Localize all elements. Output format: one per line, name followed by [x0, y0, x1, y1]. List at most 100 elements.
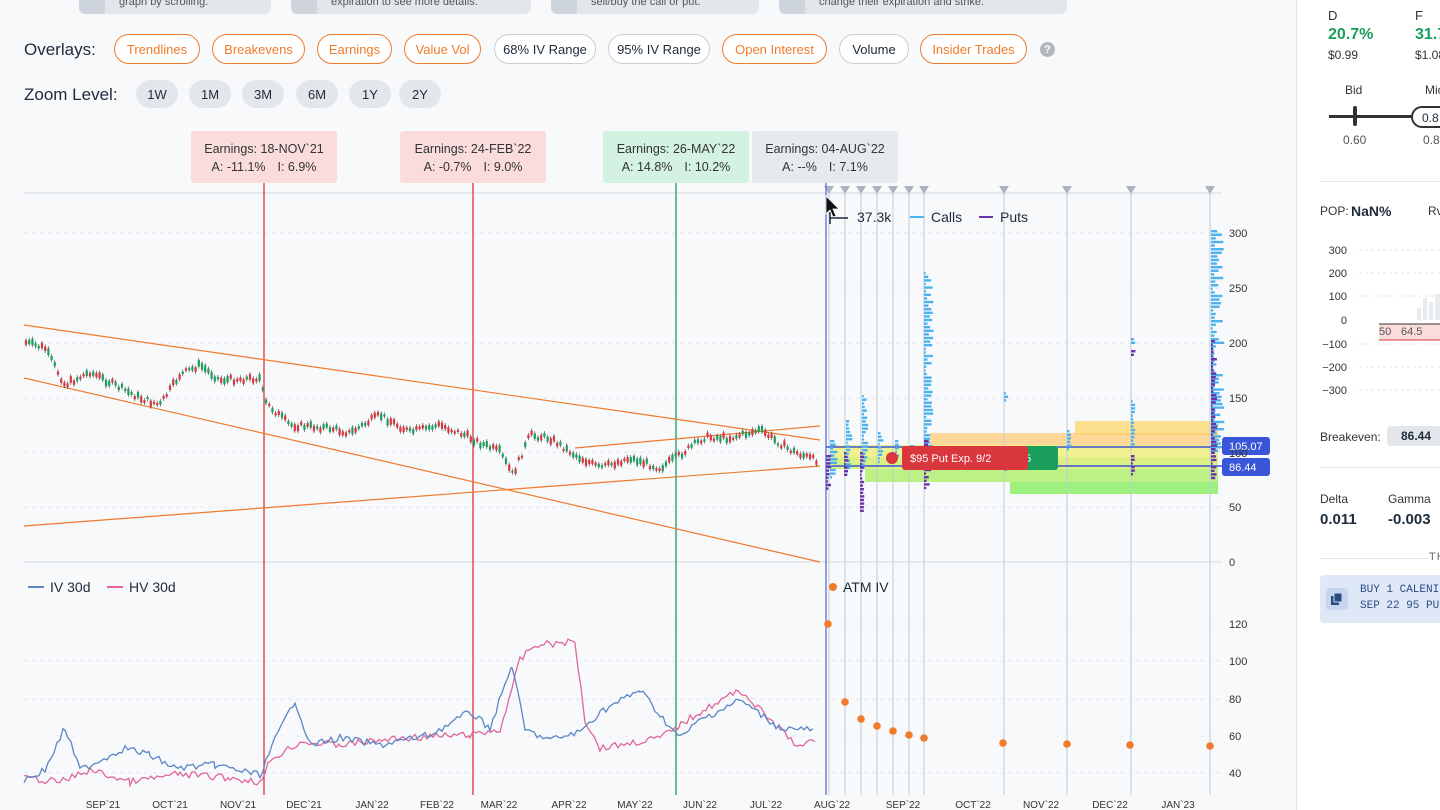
call-oi-bar	[924, 333, 929, 336]
candle-body	[693, 439, 696, 443]
candle-body	[498, 445, 501, 453]
price-slider-track[interactable]	[1329, 115, 1440, 118]
earnings-tag[interactable]: Earnings: 24-FEB`22 A: -0.7% I: 9.0%	[400, 131, 546, 183]
zoom-3m-button[interactable]: 3M	[242, 80, 284, 108]
overlay-breakevens-chip[interactable]: Breakevens	[212, 34, 305, 64]
call-oi-bar	[846, 423, 849, 426]
call-oi-bar	[830, 447, 834, 450]
put-oi-bar	[1211, 473, 1217, 476]
price-tag-upper: 105.07	[1222, 437, 1270, 455]
call-oi-bar	[862, 405, 865, 409]
overlay-insider-trades-chip[interactable]: Insider Trades	[920, 34, 1027, 64]
call-oi-bar	[1131, 400, 1133, 403]
candle-body	[716, 435, 719, 440]
earnings-implied: I: 10.2%	[684, 160, 731, 174]
candle-body	[760, 425, 764, 432]
candle-body	[482, 442, 485, 447]
candle-body	[754, 430, 757, 434]
candle-body	[732, 437, 735, 440]
call-oi-bar	[1211, 438, 1220, 442]
put-oi-bar	[826, 469, 829, 472]
put-oi-bar	[1211, 343, 1213, 346]
earnings-tag[interactable]: Earnings: 18-NOV`21 A: -11.1% I: 6.9%	[191, 131, 337, 183]
overlay-open-interest-chip[interactable]: Open Interest	[722, 34, 827, 64]
candle-body	[72, 380, 76, 385]
overlay-volume-chip[interactable]: Volume	[839, 34, 909, 64]
call-oi-bar	[1211, 305, 1220, 308]
candle-body	[82, 373, 85, 377]
call-oi-bar	[862, 438, 865, 441]
call-oi-bar	[1211, 316, 1215, 319]
call-oi-bar	[924, 275, 929, 278]
call-oi-bar	[1211, 330, 1217, 334]
divider	[1321, 558, 1429, 559]
candle-body	[223, 378, 226, 385]
overlay-value-vol-chip[interactable]: Value Vol	[404, 34, 481, 64]
expiration-marker-icon	[1205, 186, 1215, 194]
call-oi-bar	[924, 282, 926, 286]
candle-body	[696, 439, 700, 444]
candle-body	[287, 421, 290, 425]
put-oi-bar	[844, 462, 846, 466]
call-oi-bar	[1211, 374, 1223, 377]
candle-body	[594, 462, 597, 466]
candle-body	[31, 338, 34, 346]
order-summary-card[interactable]: BUY 1 CALENI SEP 22 95 PU	[1320, 575, 1440, 623]
call-oi-bar	[1211, 388, 1224, 391]
overlay-68-iv-range-chip[interactable]: 68% IV Range	[494, 34, 596, 64]
put-oi-bar	[1211, 376, 1216, 379]
earnings-implied: I: 9.0%	[483, 160, 523, 174]
overlay-earnings-chip[interactable]: Earnings	[317, 34, 392, 64]
chart-grid	[24, 192, 1222, 774]
candle-body	[50, 355, 53, 361]
call-oi-bar	[1211, 370, 1215, 373]
help-icon[interactable]: ?	[1040, 42, 1055, 57]
call-oi-bar	[1211, 320, 1223, 323]
pop-value: NaN%	[1351, 203, 1392, 219]
candle-body	[373, 412, 376, 418]
candle-body	[367, 420, 370, 426]
call-oi-bar	[1211, 345, 1216, 348]
put-oi-bar	[1131, 353, 1134, 356]
expiration-marker-icon	[872, 186, 882, 194]
put-oi-bar	[924, 472, 926, 475]
call-oi-bar	[1211, 248, 1224, 251]
expiration-markers[interactable]	[824, 186, 1215, 795]
overlay-95-iv-range-chip[interactable]: 95% IV Range	[608, 34, 710, 64]
call-oi-bar	[1211, 449, 1219, 452]
zoom-1m-button[interactable]: 1M	[189, 80, 231, 108]
earnings-tag[interactable]: Earnings: 04-AUG`22 A: --% I: 7.1%	[752, 131, 898, 183]
zoom-1w-button[interactable]: 1W	[136, 80, 178, 108]
candle-body	[165, 394, 168, 397]
iv-axis-tick: 100	[1229, 656, 1247, 668]
position-label[interactable]: 5 $95 Put Exp. 9/2	[886, 446, 1058, 470]
mid-price-input[interactable]: 0.8	[1411, 106, 1440, 128]
candle-body	[472, 439, 476, 446]
call-oi-bar	[1211, 262, 1217, 265]
call-oi-bar	[1067, 444, 1072, 447]
call-oi-bar	[924, 318, 933, 322]
pl-chart: 300 200 100 0 −100 −200 −300 50 64.5	[1322, 245, 1440, 397]
call-oi-bar	[1211, 258, 1219, 262]
zoom-1y-button[interactable]: 1Y	[349, 80, 391, 108]
zoom-6m-button[interactable]: 6M	[296, 80, 338, 108]
call-oi-bar	[1211, 363, 1217, 366]
candle-body	[194, 367, 197, 372]
time-axis-tick: DEC`21	[286, 799, 322, 810]
candle-body	[428, 424, 431, 430]
call-oi-bar	[924, 441, 930, 444]
earnings-tag[interactable]: Earnings: 26-MAY`22 A: 14.8% I: 10.2%	[603, 131, 749, 183]
put-oi-bar	[844, 470, 848, 473]
price-chart[interactable]: 5 $95 Put Exp. 9/2 105.07 86.44 300 250 …	[0, 0, 1296, 810]
divider	[1321, 181, 1440, 182]
bid-slider-handle[interactable]	[1353, 106, 1357, 126]
zoom-2y-button[interactable]: 2Y	[399, 80, 441, 108]
candle-body	[709, 435, 712, 441]
overlay-trendlines-chip[interactable]: Trendlines	[114, 34, 200, 64]
atm-iv-point	[857, 715, 865, 723]
call-oi-bar	[830, 454, 835, 457]
calls-legend-label: Calls	[931, 209, 962, 225]
candle-body	[812, 454, 815, 458]
candle-body	[588, 460, 591, 465]
candle-body	[408, 427, 412, 431]
